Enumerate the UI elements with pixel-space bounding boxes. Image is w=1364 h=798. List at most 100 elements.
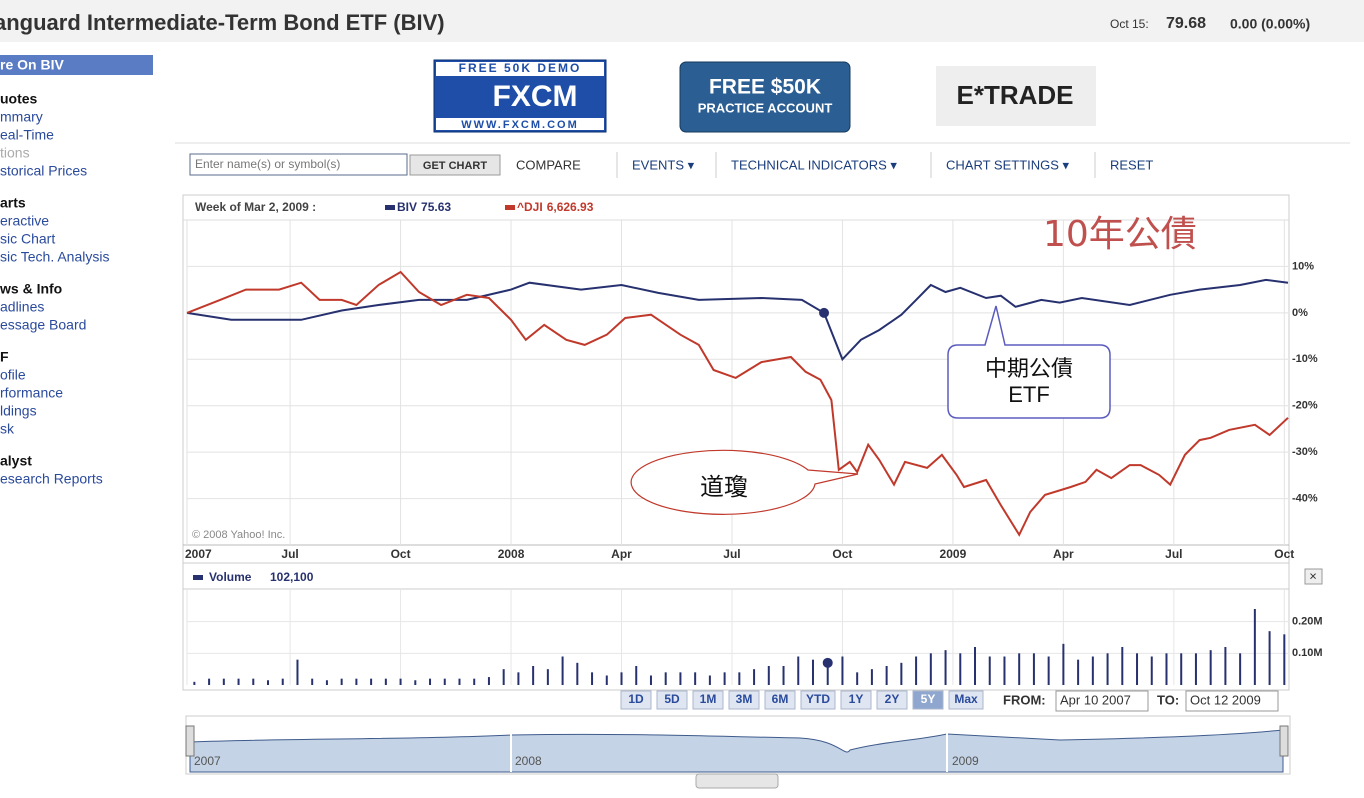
- legend-swatch: [505, 205, 515, 210]
- sidebar-link[interactable]: ofile: [0, 367, 26, 383]
- sidebar-group-title: arts: [0, 195, 26, 211]
- to-value: Oct 12 2009: [1190, 692, 1261, 707]
- quote-price: 79.68: [1166, 15, 1206, 32]
- reset-link[interactable]: RESET: [1110, 157, 1153, 172]
- sidebar-link[interactable]: sic Tech. Analysis: [0, 249, 109, 265]
- y-tick-label: -40%: [1292, 492, 1318, 504]
- sidebar-link[interactable]: essage Board: [0, 317, 86, 333]
- volume-bar: [1194, 653, 1197, 685]
- settings-menu[interactable]: CHART SETTINGS ▾: [946, 157, 1070, 172]
- volume-bar: [502, 669, 505, 685]
- copyright: © 2008 Yahoo! Inc.: [192, 529, 285, 541]
- range-button-label: 6M: [772, 692, 789, 706]
- volume-bar: [605, 675, 608, 685]
- range-button[interactable]: [620, 690, 652, 710]
- sidebar-link[interactable]: storical Prices: [0, 163, 87, 179]
- legend-name: ^DJI: [517, 200, 543, 214]
- range-button[interactable]: [728, 690, 760, 710]
- volume-bar: [1032, 653, 1035, 685]
- volume-bar: [252, 678, 255, 685]
- legend-swatch: [193, 575, 203, 580]
- volume-bar: [915, 656, 918, 685]
- volume-bar: [311, 678, 314, 685]
- callout-dji: [630, 449, 859, 515]
- annotation-dji: 道瓊: [700, 473, 748, 501]
- legend-date: Week of Mar 2, 2009 :: [195, 200, 316, 214]
- to-input[interactable]: [1185, 690, 1279, 712]
- series-line: [186, 278, 1289, 362]
- etrade-logo: E*TRADE: [956, 80, 1073, 110]
- navigator-handle[interactable]: [185, 725, 195, 757]
- annotation-bond10: 10年公債: [1043, 214, 1197, 255]
- volume-bar: [944, 650, 947, 685]
- range-button-label: YTD: [806, 692, 830, 706]
- compare-link[interactable]: COMPARE: [516, 157, 581, 172]
- sidebar-link[interactable]: esearch Reports: [0, 471, 103, 487]
- volume-bar: [517, 672, 520, 685]
- y-tick-label: -20%: [1292, 400, 1318, 412]
- symbol-input[interactable]: [189, 153, 408, 176]
- range-button[interactable]: [764, 690, 796, 710]
- x-tick-label: Apr: [611, 547, 632, 561]
- x-tick-label: 2009: [940, 547, 967, 561]
- volume-bar: [267, 680, 270, 685]
- sidebar-link[interactable]: eal-Time: [0, 127, 54, 143]
- sidebar-link[interactable]: adlines: [0, 299, 44, 315]
- volume-bar: [1180, 653, 1183, 685]
- sidebar-link[interactable]: sk: [0, 421, 15, 437]
- sidebar-link[interactable]: ldings: [0, 403, 37, 419]
- volume-bar: [1136, 653, 1139, 685]
- volume-bar: [561, 656, 564, 685]
- range-button[interactable]: [656, 690, 688, 710]
- sidebar-link[interactable]: tions: [0, 145, 30, 161]
- volume-bar: [370, 678, 373, 685]
- sidebar-link[interactable]: rformance: [0, 385, 63, 401]
- volume-bar: [1077, 659, 1080, 685]
- sidebar-link[interactable]: mmary: [0, 109, 43, 125]
- from-input[interactable]: [1055, 690, 1149, 712]
- range-button[interactable]: [912, 690, 944, 710]
- volume-bar: [738, 672, 741, 685]
- fxcm-top: FREE 50K DEMO: [459, 61, 582, 75]
- range-button-label: 2Y: [885, 692, 900, 706]
- volume-bar: [1121, 647, 1124, 685]
- sidebar-link[interactable]: eractive: [0, 213, 49, 229]
- volume-bar: [1018, 653, 1021, 685]
- volume-bar: [1268, 631, 1271, 685]
- x-tick-label: Oct: [1274, 547, 1294, 561]
- range-button[interactable]: [876, 690, 908, 710]
- fxcm-logo: FXCM: [493, 80, 578, 113]
- navigator-handle[interactable]: [1279, 725, 1289, 757]
- range-button[interactable]: [800, 690, 836, 710]
- range-button[interactable]: [840, 690, 872, 710]
- sidebar-link[interactable]: sic Chart: [0, 231, 55, 247]
- header-band: [0, 0, 1364, 42]
- range-button[interactable]: [692, 690, 724, 710]
- volume-bar: [885, 666, 888, 685]
- fxcm-url: WWW.FXCM.COM: [461, 119, 578, 131]
- volume-bar: [340, 678, 343, 685]
- volume-bar: [532, 666, 535, 685]
- range-button[interactable]: [948, 690, 984, 710]
- etrade-ad[interactable]: [936, 66, 1096, 126]
- from-label: FROM:: [1003, 692, 1046, 707]
- sidebar-heading-bar: [0, 55, 153, 75]
- volume-bar: [959, 653, 962, 685]
- chart-frame: [182, 194, 1290, 691]
- get-chart-button[interactable]: [409, 154, 501, 176]
- legend-swatch: [385, 205, 395, 210]
- practice-ad[interactable]: [679, 61, 851, 133]
- volume-bar: [1150, 656, 1153, 685]
- events-menu[interactable]: EVENTS ▾: [632, 157, 695, 172]
- volume-bar: [458, 678, 461, 685]
- volume-bar: [296, 659, 299, 685]
- volume-bar: [1047, 656, 1050, 685]
- navigator-scroll[interactable]: [695, 773, 779, 789]
- volume-bar: [753, 669, 756, 685]
- indicators-menu[interactable]: TECHNICAL INDICATORS ▾: [731, 157, 897, 172]
- volume-bar: [591, 672, 594, 685]
- sidebar-heading: re On BIV: [0, 57, 64, 73]
- close-button[interactable]: [1304, 568, 1323, 585]
- volume-bar: [1165, 653, 1168, 685]
- y-tick-label: -10%: [1292, 353, 1318, 365]
